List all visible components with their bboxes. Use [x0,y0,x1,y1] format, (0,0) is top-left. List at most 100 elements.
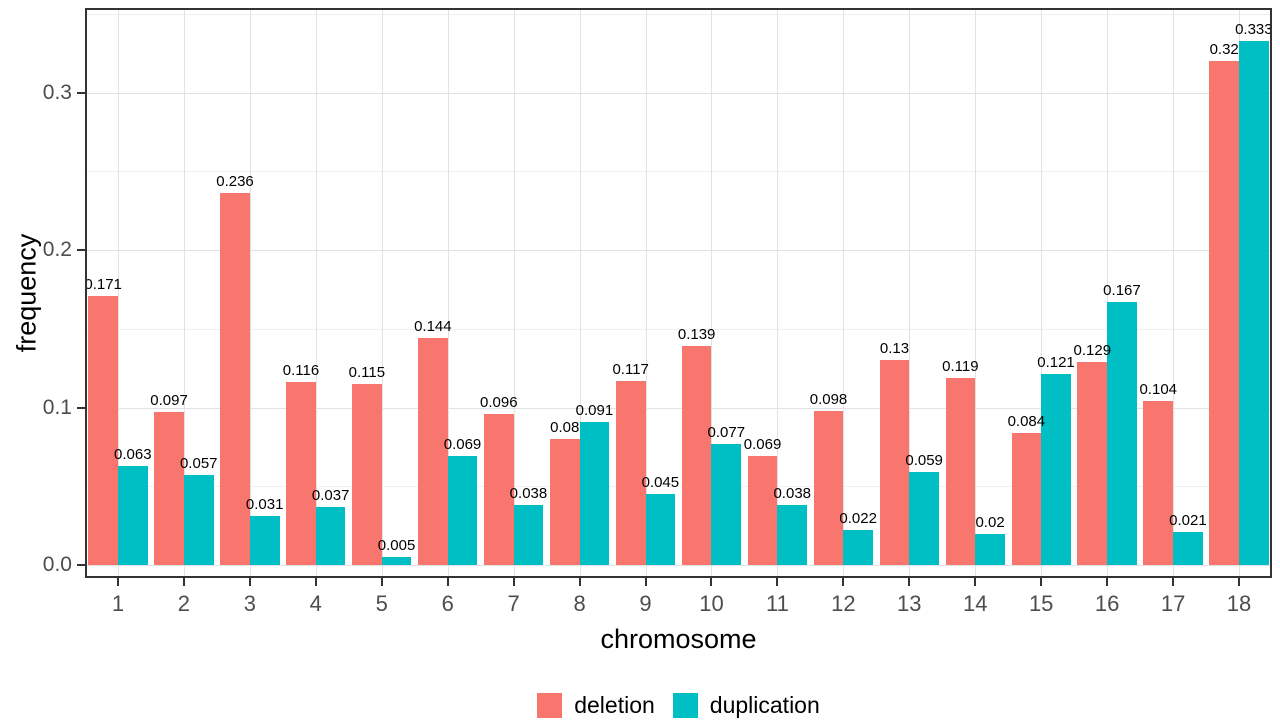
x-axis-tick [908,578,911,586]
bar-value-label: 0.091 [575,401,614,419]
deletion-bar [1209,61,1240,565]
bar-value-label: 0.069 [743,436,782,454]
bar-value-label: 0.115 [348,363,386,381]
bar-value-label: 0.077 [707,423,746,441]
duplication-bar [315,506,346,565]
gridline-major-vertical [579,8,581,578]
bar-value-label: 0.144 [414,318,452,336]
bar-value-label: 0.038 [509,485,548,503]
duplication-bar [1239,40,1269,565]
x-axis-tick-label: 4 [309,591,322,616]
bar-value-label: 0.02 [975,513,1005,531]
duplication-bar [1173,531,1203,565]
x-axis-tick-label: 15 [1028,591,1054,616]
bars-layer: 0.171 0.063 0.097 0.057 0.236 0.031 0.116 0.037… [84,8,1273,578]
bar-group: 0.171 0.063 [84,8,152,578]
y-axis-title: frequency [11,233,42,353]
deletion-bar [879,360,910,565]
gridline-minor-horizontal [85,171,1272,172]
gridlines [85,8,1272,578]
gridline-major-vertical [711,8,713,578]
bar-group: 0.139 0.077 [677,8,746,578]
x-axis-tick [380,578,383,586]
bar-group: 0.129 0.167 [1073,8,1141,578]
bar-value-label: 0.139 [677,326,716,344]
x-axis-tick-label: 14 [963,591,988,616]
bar-group: 0.097 0.057 [150,8,218,578]
deletion-bar [945,377,976,565]
y-axis-tick [77,249,85,251]
bar-value-label: 0.069 [443,436,482,454]
bar-value-label: 0.037 [311,486,350,504]
deletion-bar [286,382,316,565]
x-axis-tick-label: 9 [639,591,652,616]
gridline-minor-horizontal [85,486,1272,487]
bar-group: 0.084 0.121 [1008,8,1075,578]
gridline-major-vertical [447,8,449,578]
x-axis-tick-label: 8 [573,591,586,616]
bar-value-label: 0.021 [1169,511,1207,529]
x-axis-tick-label: 3 [243,591,256,616]
gridline-major-vertical [1107,8,1109,578]
bar-value-label: 0.097 [150,392,188,410]
bar-value-label: 0.116 [282,362,320,380]
duplication-bar [183,475,214,565]
x-axis-tick-label: 16 [1094,591,1120,616]
x-axis-tick [644,578,647,586]
x-axis-tick-label: 1 [111,591,125,616]
x-axis-tick [116,578,119,586]
duplication-bar [1107,301,1137,565]
legend-swatch-duplication [672,693,698,718]
bar-group: 0.116 0.037 [283,8,349,578]
bar-value-label: 0.236 [216,173,254,191]
bar-group: 0.098 0.022 [809,8,877,578]
bar-group: 0.144 0.069 [414,8,482,578]
deletion-bar [615,380,646,565]
bar-group: 0.069 0.038 [743,8,811,578]
legend-label: deletion [574,692,655,718]
x-axis-tick-label: 12 [831,591,856,616]
x-axis-tick [842,578,845,586]
bar-group: 0.096 0.038 [480,8,548,578]
duplication-bar [777,505,808,565]
y-axis-tick-label: 0.0 [42,553,72,576]
y-axis-tick-label: 0.1 [42,395,72,419]
x-axis-tick [182,578,185,586]
bar-group: 0.115 0.005 [349,8,415,578]
legend: deletion duplication [85,692,1272,719]
gridline-major-vertical [381,8,383,578]
bar-value-label: 0.045 [641,474,680,492]
bar-value-label: 0.098 [809,390,848,408]
legend-item-deletion: deletion [537,692,655,719]
x-axis-tick-label: 13 [897,591,922,616]
bar-group: 0.08 0.091 [547,8,613,578]
gridline-major-vertical [315,8,317,578]
gridline-minor-horizontal [85,14,1272,15]
bar-value-label: 0.129 [1073,341,1112,359]
x-axis-title: chromosome [600,624,757,654]
deletion-bar [747,456,778,565]
duplication-bar [249,516,280,565]
deletion-bar [483,413,514,565]
bar-value-label: 0.119 [942,357,979,375]
x-axis-tick [974,578,977,586]
x-axis-tick-label: 17 [1160,591,1186,616]
gridline-major-horizontal [85,250,1272,251]
x-axis-tick-label: 18 [1226,591,1252,616]
x-axis-tick [1040,578,1043,586]
bar-value-label: 0.167 [1103,281,1141,299]
bar-group: 0.119 0.02 [942,8,1008,578]
legend-label: duplication [709,692,820,718]
bar-value-label: 0.063 [114,445,152,463]
bar-value-label: 0.08 [550,419,580,436]
deletion-bar [88,295,118,565]
y-axis-tick [77,564,85,566]
gridline-major-vertical [1173,8,1175,578]
bar-group: 0.32 0.333 [1206,8,1273,578]
bar-value-label: 0.059 [905,452,943,470]
bar-value-label: 0.13 [879,340,910,358]
duplication-bar [975,533,1005,565]
x-axis-tick-label: 2 [177,591,191,616]
